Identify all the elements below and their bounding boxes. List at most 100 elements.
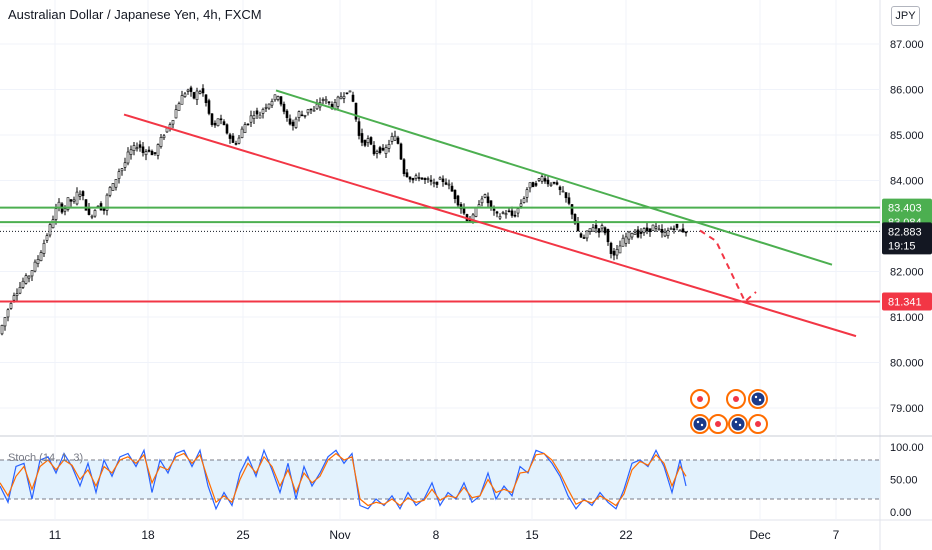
candle-body [558,186,562,191]
candle-body [654,226,658,229]
candle-body [69,199,73,202]
candle-body [618,245,622,254]
candle-body [180,95,184,105]
candle-body [588,228,592,232]
candle-body [213,122,217,126]
candle-body [390,136,394,142]
candle-body [417,177,421,179]
candle-body [63,208,67,212]
candle-body [198,91,202,94]
candle-body [606,229,610,243]
candle-body [513,214,517,217]
candle-body [444,182,448,185]
candle-body [603,227,607,234]
event-icon-star [734,420,738,424]
event-icon-star [754,395,758,399]
candle-body [12,295,16,301]
candle-body [222,121,226,126]
candle-body [384,147,388,154]
candle-body [216,118,220,127]
candle-body [162,135,166,139]
candle-body [132,145,136,151]
candle-body [255,110,259,115]
candle-body [402,159,406,174]
candle-body [42,243,46,254]
candle-body [282,103,286,112]
x-tick-label: 11 [49,528,62,542]
candle-body [627,231,631,240]
candle-body [345,92,349,95]
candle-body [84,199,88,211]
candle-body [105,194,109,211]
candle-body [150,150,154,156]
candle-body [135,147,139,150]
candle-body [552,181,556,184]
candle-body [93,210,97,217]
candle-body [156,144,160,156]
candle-body [579,233,583,238]
candle-body [108,187,112,196]
candle-body [33,261,37,272]
candle-body [9,303,13,309]
candle-body [273,94,277,101]
candle-body [549,183,553,186]
candle-body [540,176,544,182]
candle-body [177,103,181,111]
event-flag-icon [690,414,710,434]
candle-body [219,118,223,121]
trendline-upper [275,89,833,266]
candle-body [393,135,397,141]
candle-body [285,110,289,118]
candle-body [246,123,250,126]
candle-body [297,111,301,118]
candle-body [339,96,343,100]
stoch-series-d [0,452,687,507]
event-icon-dot [733,396,739,402]
candle-body [231,135,235,143]
candle-body [144,151,148,156]
candle-body [261,109,265,114]
candle-body [684,231,688,234]
candle-body [501,212,505,214]
currency-badge[interactable]: JPY [891,6,920,26]
candle-body [204,94,208,103]
candle-body [459,204,463,210]
level-badge [882,292,932,311]
candle-body [270,100,274,106]
candle-body [303,114,307,117]
candle-body [489,200,493,208]
event-icon-star [758,398,762,402]
event-icon-star [738,423,742,427]
candle-body [288,118,292,125]
candle-body [183,93,187,97]
countdown-label: 19:15 [888,240,916,252]
candle-body [408,176,412,180]
candle-body [456,195,460,206]
candle-body [495,211,499,214]
candle-body [66,197,70,210]
candle-body [594,224,598,229]
candle-body [453,189,457,200]
candle-body [114,178,118,188]
candle-body [546,179,550,185]
candle-body [630,233,634,238]
last-price-badge [882,222,932,255]
trendline-lower [123,113,857,338]
candle-body [642,228,646,233]
level-badge-label: 83.403 [888,203,922,215]
candle-body [378,147,382,154]
candle-body [258,114,262,119]
level-badge [882,198,932,217]
candle-body [450,185,454,192]
y-tick-label: 87.000 [890,39,924,51]
candle-body [372,145,376,155]
candle-body [576,221,580,232]
candle-body [309,108,313,111]
candle-body [474,207,478,217]
candle-body [447,183,451,186]
candle-body [510,210,514,216]
candle-body [24,275,28,284]
